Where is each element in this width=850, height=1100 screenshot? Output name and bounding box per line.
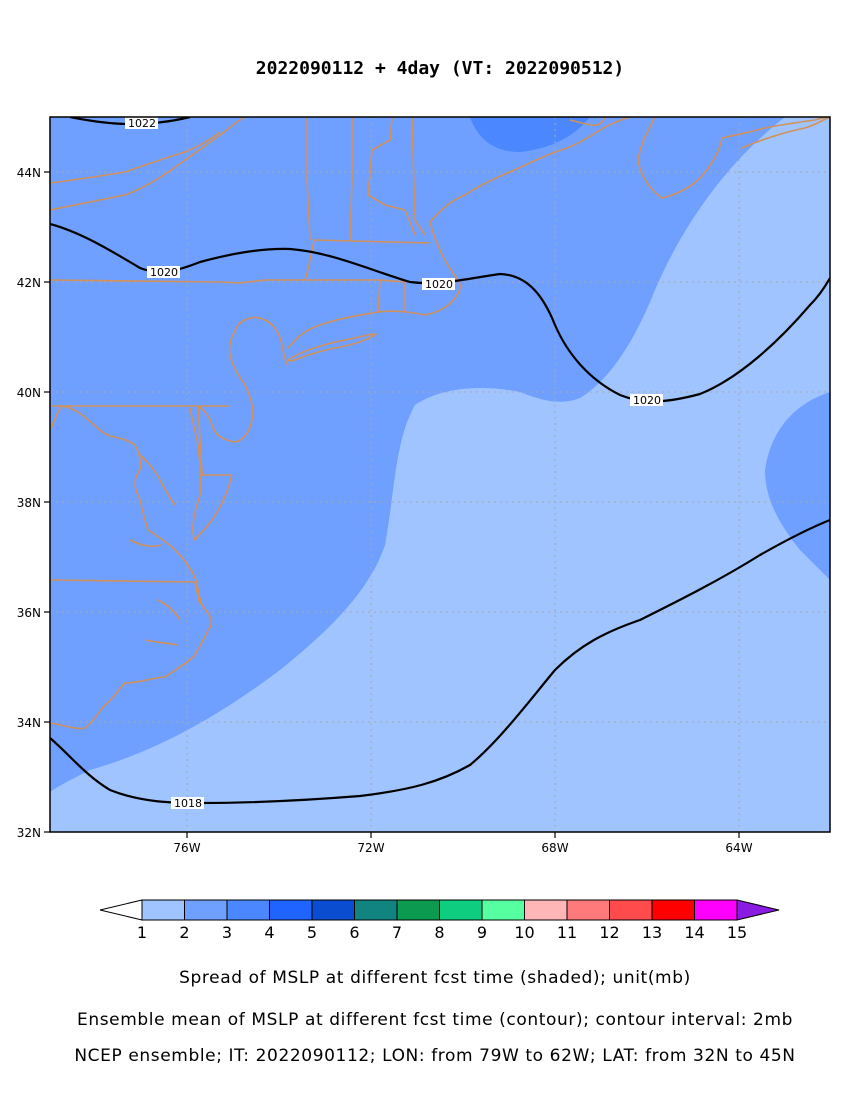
colorbar-label: 15 — [727, 923, 747, 942]
contour-label-box-1020-c — [630, 394, 663, 406]
chesapeake-west-shore — [129, 454, 181, 646]
state-border-ma-ct — [305, 279, 406, 313]
contour-label-box-1018 — [171, 797, 204, 809]
coastlines-and-borders — [50, 117, 830, 730]
colorbar-swatch — [396, 899, 440, 921]
colorbar-label: 12 — [599, 923, 619, 942]
colorbar-label: 11 — [557, 923, 577, 942]
delmarva-border — [197, 405, 232, 476]
colorbar-label: 3 — [222, 923, 232, 942]
colorbar-swatch — [651, 899, 695, 921]
y-tick-label: 32N — [17, 826, 41, 840]
colorbar-label: 7 — [392, 923, 402, 942]
border-lake-ontario — [50, 131, 221, 184]
colorbar-label: 2 — [179, 923, 189, 942]
chart-title: 2022090112 + 4day (VT: 2022090512) — [255, 58, 625, 79]
nova-scotia — [637, 117, 830, 199]
y-tick-label: 40N — [17, 386, 41, 400]
contour-labels: 1022 1020 1020 1020 1018 — [128, 117, 661, 810]
colorbar-label: 10 — [514, 923, 534, 942]
contour-label-1020-east: 1020 — [633, 394, 661, 407]
colorbar-label: 1 — [137, 923, 147, 942]
y-tick-label: 34N — [17, 716, 41, 730]
state-border-ny-pa — [50, 239, 431, 284]
caption-contour: Ensemble mean of MSLP at different fcst … — [77, 1010, 793, 1030]
y-tick-label: 36N — [17, 606, 41, 620]
spread-region-2-3-east — [765, 392, 830, 580]
grid-lines — [50, 117, 830, 832]
plot-frame — [49, 116, 831, 833]
y-tick-label: 42N — [17, 276, 41, 290]
state-border-vt-nh — [306, 117, 416, 241]
contour-label-1020-west: 1020 — [150, 266, 178, 279]
x-tick-label: 64W — [725, 841, 752, 855]
colorbar-swatch — [439, 899, 483, 921]
contour-1020-north — [50, 222, 830, 403]
y-tick-label: 38N — [17, 496, 41, 510]
colorbar-swatch — [311, 899, 355, 921]
spread-region-3-4 — [470, 117, 590, 152]
colorbar-over-triangle — [736, 899, 780, 921]
y-axis-labels: 32N 34N 36N 38N 40N 42N 44N — [17, 166, 41, 840]
y-tick-label: 44N — [17, 166, 41, 180]
colorbar-swatch — [226, 899, 270, 921]
caption-metadata: NCEP ensemble; IT: 2022090112; LON: from… — [74, 1046, 796, 1066]
colorbar-swatch — [566, 899, 610, 921]
contour-label-1022: 1022 — [128, 117, 156, 130]
colorbar: 1 2 3 4 5 6 7 8 9 10 11 12 13 14 15 — [99, 899, 780, 942]
long-island — [287, 333, 377, 362]
colorbar-swatch — [481, 899, 525, 921]
colorbar-label: 8 — [434, 923, 444, 942]
colorbar-label: 13 — [642, 923, 662, 942]
colorbar-swatch — [269, 899, 313, 921]
coastline-outer — [50, 405, 213, 730]
contour-1018 — [50, 518, 830, 805]
contour-label-1018: 1018 — [174, 797, 202, 810]
colorbar-swatch — [609, 899, 653, 921]
chesapeake-east-shore — [189, 407, 233, 541]
shaded-spread-field — [50, 117, 830, 832]
contour-label-1020-mid: 1020 — [425, 278, 453, 291]
maine-coast-inland — [411, 117, 606, 236]
contour-label-boxes — [125, 117, 663, 809]
colorbar-label: 6 — [349, 923, 359, 942]
colorbar-under-triangle — [99, 899, 143, 921]
colorbar-swatch — [141, 899, 185, 921]
colorbar-label: 4 — [264, 923, 274, 942]
colorbar-swatch — [694, 899, 738, 921]
state-border-va-nc — [50, 579, 201, 606]
nova-scotia-south — [741, 117, 830, 149]
x-tick-label: 72W — [357, 841, 384, 855]
x-tick-label: 68W — [541, 841, 568, 855]
contour-label-box-1020-b — [422, 278, 455, 290]
tick-marks — [44, 171, 740, 838]
contour-label-box-1020-a — [147, 266, 180, 278]
colorbar-swatch — [524, 899, 568, 921]
x-axis-labels: 76W 72W 68W 64W — [173, 841, 752, 855]
colorbar-label: 5 — [307, 923, 317, 942]
colorbar-label: 14 — [684, 923, 704, 942]
spread-region-1-2-east — [50, 117, 830, 832]
border-lake-erie — [50, 117, 246, 211]
delaware-bay — [197, 316, 289, 443]
colorbar-label: 9 — [477, 923, 487, 942]
contour-label-box-1022 — [125, 117, 158, 129]
colorbar-swatch — [354, 899, 398, 921]
colorbar-swatch — [184, 899, 228, 921]
caption-shaded: Spread of MSLP at different fcst time (s… — [179, 968, 691, 988]
x-tick-label: 76W — [173, 841, 200, 855]
